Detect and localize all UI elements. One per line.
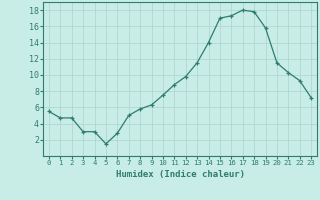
X-axis label: Humidex (Indice chaleur): Humidex (Indice chaleur): [116, 170, 244, 179]
